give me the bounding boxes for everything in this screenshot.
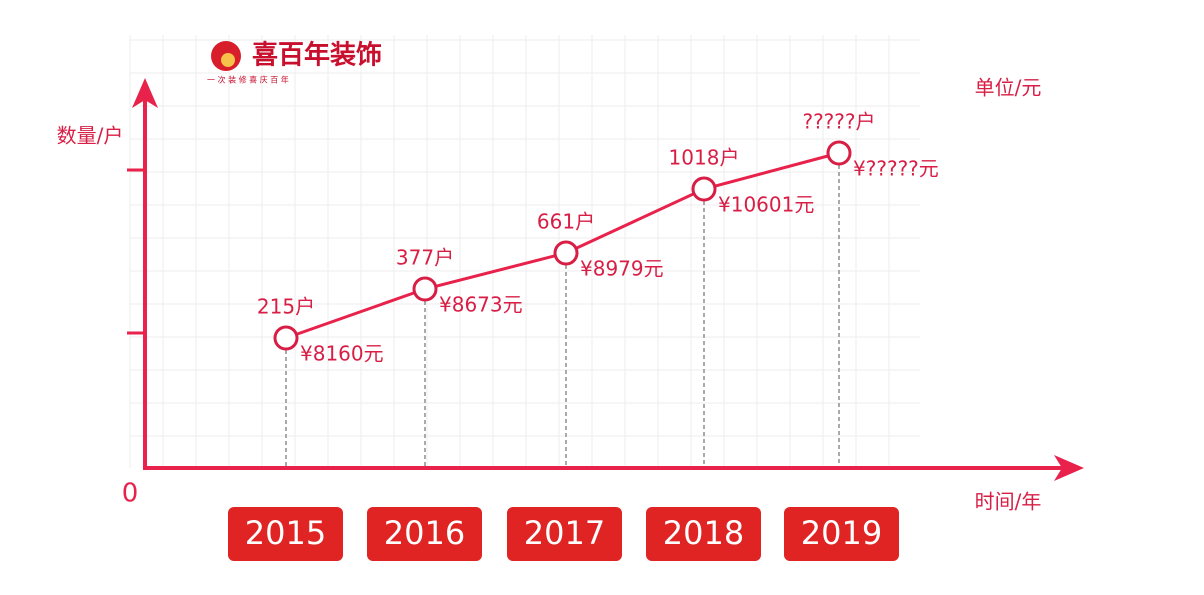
point xyxy=(553,240,579,266)
year-box xyxy=(228,507,343,561)
households-label: 1018户 xyxy=(669,146,740,170)
year-label: 2015 xyxy=(245,514,326,552)
price-label: ¥8673元 xyxy=(439,293,523,317)
origin-label: 0 xyxy=(122,479,139,509)
year-label: 2019 xyxy=(801,514,882,552)
households-label: 215户 xyxy=(257,295,315,319)
point xyxy=(826,140,852,166)
point xyxy=(691,176,717,202)
logo-slogan: 一 次 装 修 喜 庆 百 年 xyxy=(207,75,289,85)
year-box xyxy=(646,507,761,561)
x-axis-arrow xyxy=(1054,455,1084,481)
logo-icon-face xyxy=(221,53,235,67)
year-label: 2017 xyxy=(524,514,605,552)
year-box xyxy=(507,507,622,561)
price-label: ¥10601元 xyxy=(718,193,814,217)
y-axis-label: 数量/户 xyxy=(57,124,124,148)
year-label: 2016 xyxy=(384,514,465,552)
logo-name: 喜百年装饰 xyxy=(252,40,382,71)
year-box xyxy=(784,507,899,561)
y2-axis-label: 单位/元 xyxy=(975,76,1042,100)
x-axis-label: 时间/年 xyxy=(975,490,1042,514)
households-label: ?????户 xyxy=(802,110,875,134)
price-label: ¥?????元 xyxy=(853,157,939,181)
plot: 215户 ¥8160元 2015 377户 ¥8673元 2016 661户 ¥8979元 20… xyxy=(228,110,939,561)
price-label: ¥8160元 xyxy=(300,342,384,366)
year-box xyxy=(367,507,482,561)
point xyxy=(273,325,299,351)
households-label: 377户 xyxy=(396,246,454,270)
year-label: 2018 xyxy=(663,514,744,552)
households-label: 661户 xyxy=(537,210,595,234)
price-label: ¥8979元 xyxy=(580,257,664,281)
y-axis-arrow xyxy=(132,78,158,108)
grid xyxy=(129,35,920,468)
point xyxy=(412,276,438,302)
